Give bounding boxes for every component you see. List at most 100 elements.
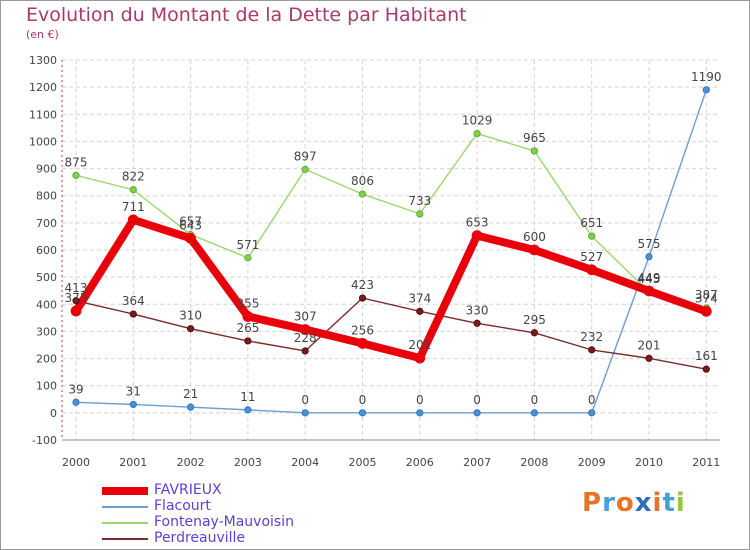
- y-tick-label: 200: [36, 353, 57, 366]
- logo-letter: x: [634, 488, 653, 518]
- x-tick-label: 2010: [635, 456, 663, 469]
- data-point: [299, 324, 311, 335]
- x-tick-label: 2005: [349, 456, 377, 469]
- data-point: [588, 409, 596, 417]
- y-tick-label: 100: [36, 380, 57, 393]
- data-label: 0: [531, 393, 539, 407]
- data-label: 232: [580, 330, 603, 344]
- data-label: 330: [466, 303, 489, 317]
- data-label: 653: [466, 216, 489, 230]
- data-label: 374: [695, 291, 718, 305]
- data-point: [645, 354, 653, 362]
- data-label: 657: [179, 215, 202, 229]
- data-point: [588, 232, 596, 240]
- data-point: [129, 310, 137, 318]
- y-tick-label: 900: [36, 163, 57, 176]
- data-point: [187, 325, 195, 333]
- data-label: 600: [523, 230, 546, 244]
- x-tick-label: 2009: [578, 456, 606, 469]
- x-tick-label: 2001: [119, 456, 147, 469]
- data-label: 256: [351, 323, 374, 337]
- data-point: [643, 285, 655, 297]
- data-point: [72, 171, 80, 179]
- data-label: 228: [294, 331, 317, 345]
- x-tick-label: 2003: [234, 456, 262, 469]
- data-point: [473, 319, 481, 327]
- legend-label: Fontenay-Mauvoisin: [154, 514, 294, 530]
- data-label: 265: [236, 321, 259, 335]
- legend-label: FAVRIEUX: [154, 482, 222, 498]
- data-label: 643: [179, 218, 202, 232]
- data-label: 307: [294, 310, 317, 324]
- legend-swatch-perdreauville: [102, 538, 148, 540]
- data-label: 364: [122, 294, 145, 308]
- x-tick-label: 2006: [406, 456, 434, 469]
- data-point: [70, 305, 82, 317]
- logo-letter: i: [652, 488, 663, 518]
- data-point: [358, 294, 367, 302]
- data-point: [416, 210, 424, 218]
- data-label: 161: [695, 349, 718, 363]
- data-label: 355: [236, 297, 259, 311]
- data-point: [416, 307, 424, 315]
- data-point: [471, 230, 483, 242]
- data-label: 445: [638, 272, 661, 286]
- data-point: [416, 409, 424, 417]
- data-point: [473, 409, 481, 417]
- data-label: 202: [408, 338, 431, 352]
- data-label: 897: [294, 149, 317, 163]
- data-point: [72, 297, 80, 305]
- logo-letter: t: [662, 488, 676, 518]
- data-point: [358, 409, 367, 417]
- data-label: 413: [65, 281, 88, 295]
- data-label: 0: [359, 393, 367, 407]
- data-label: 822: [122, 170, 145, 184]
- data-point: [530, 329, 539, 337]
- data-label: 527: [580, 250, 603, 264]
- y-tick-label: 1100: [29, 108, 57, 121]
- y-tick-label: 600: [36, 244, 57, 257]
- data-point: [529, 244, 540, 256]
- chart-subtitle: (en €): [26, 28, 59, 41]
- series-line-favrieux: [72, 215, 711, 363]
- line-chart: -100010020030040050060070080090010001100…: [29, 54, 722, 469]
- data-point: [244, 406, 252, 414]
- data-point: [301, 165, 309, 173]
- data-label: 449: [638, 271, 661, 285]
- data-point: [129, 186, 137, 194]
- data-label: 0: [416, 393, 424, 407]
- data-label: 1190: [691, 70, 722, 84]
- data-label: 201: [638, 338, 661, 352]
- data-point: [242, 311, 254, 322]
- y-tick-label: 1300: [29, 54, 57, 67]
- data-point: [702, 86, 710, 94]
- data-label: 571: [236, 238, 259, 252]
- data-label: 575: [638, 237, 661, 251]
- legend-label: Flacourt: [154, 498, 211, 514]
- data-label: 21: [183, 387, 198, 401]
- y-tick-label: 500: [36, 271, 57, 284]
- y-tick-label: 700: [36, 217, 57, 230]
- data-label: 711: [122, 200, 145, 214]
- data-label: 651: [580, 216, 603, 230]
- data-label: 387: [695, 288, 718, 302]
- data-label: 806: [351, 174, 374, 188]
- data-point: [358, 190, 367, 198]
- data-point: [645, 253, 653, 261]
- data-point: [129, 400, 137, 409]
- legend-label: Perdreauville: [154, 530, 246, 546]
- y-tick-label: -100: [32, 434, 57, 447]
- data-label: 31: [126, 384, 141, 398]
- data-point: [473, 129, 481, 138]
- data-point: [185, 232, 197, 244]
- legend-swatch-favrieux: [102, 487, 148, 495]
- data-label: 733: [408, 194, 431, 208]
- data-point: [357, 337, 368, 349]
- x-tick-label: 2004: [291, 456, 319, 469]
- data-label: 375: [65, 291, 88, 305]
- y-tick-label: 300: [36, 325, 57, 338]
- data-point: [244, 337, 252, 345]
- data-label: 11: [240, 390, 255, 404]
- x-tick-label: 2007: [463, 456, 491, 469]
- data-label: 374: [408, 291, 431, 305]
